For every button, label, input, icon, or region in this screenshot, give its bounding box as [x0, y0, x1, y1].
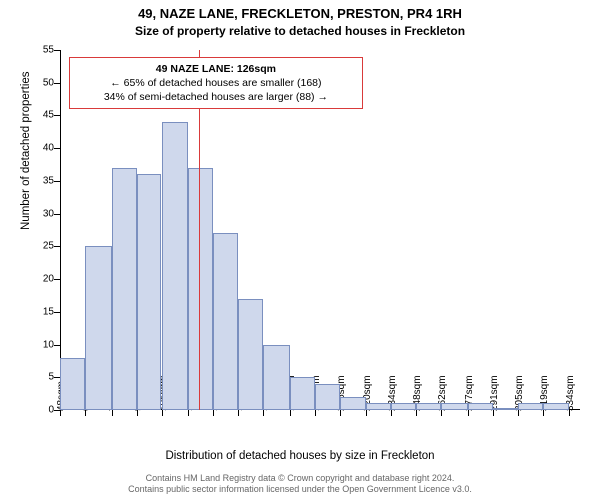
y-tick-label: 30 — [24, 208, 54, 219]
y-tick — [54, 181, 60, 182]
histogram-bar — [416, 403, 441, 410]
y-tick — [54, 345, 60, 346]
y-tick-label: 40 — [24, 143, 54, 154]
y-tick — [54, 246, 60, 247]
y-tick — [54, 148, 60, 149]
plot: 051015202530354045505548sqm62sqm77sqm91s… — [60, 50, 580, 410]
histogram-bar — [391, 403, 416, 410]
y-tick-label: 15 — [24, 306, 54, 317]
y-tick — [54, 50, 60, 51]
histogram-bar — [366, 403, 391, 410]
y-tick — [54, 115, 60, 116]
plot-area: 051015202530354045505548sqm62sqm77sqm91s… — [60, 50, 580, 410]
histogram-bar — [162, 122, 189, 410]
y-tick-label: 35 — [24, 175, 54, 186]
histogram-bar — [213, 233, 238, 410]
y-tick-label: 5 — [24, 372, 54, 383]
histogram-bar — [290, 377, 315, 410]
histogram-bar — [441, 403, 468, 410]
histogram-bar — [137, 174, 162, 410]
y-tick — [54, 279, 60, 280]
y-tick-label: 50 — [24, 77, 54, 88]
histogram-bar — [315, 384, 340, 410]
histogram-bar — [112, 168, 137, 410]
histogram-bar — [468, 403, 493, 410]
chart-container: 49, NAZE LANE, FRECKLETON, PRESTON, PR4 … — [0, 0, 600, 500]
histogram-bar — [263, 345, 290, 410]
x-axis-label: Distribution of detached houses by size … — [0, 450, 600, 462]
histogram-bar — [60, 358, 85, 410]
info-box: 49 NAZE LANE: 126sqm← 65% of detached ho… — [69, 57, 363, 110]
y-axis-line — [60, 50, 61, 410]
y-tick — [54, 312, 60, 313]
y-tick-label: 0 — [24, 405, 54, 416]
title-line-1: 49, NAZE LANE, FRECKLETON, PRESTON, PR4 … — [0, 6, 600, 21]
y-tick-label: 10 — [24, 339, 54, 350]
histogram-bar — [493, 408, 518, 410]
histogram-bar — [238, 299, 263, 410]
y-tick-label: 20 — [24, 274, 54, 285]
info-box-line: 34% of semi-detached houses are larger (… — [76, 90, 356, 104]
histogram-bar — [85, 246, 112, 410]
info-box-line: 49 NAZE LANE: 126sqm — [76, 62, 356, 76]
y-tick — [54, 214, 60, 215]
histogram-bar — [518, 403, 543, 410]
y-tick — [54, 83, 60, 84]
histogram-bar — [340, 397, 367, 410]
footer-line-1: Contains HM Land Registry data © Crown c… — [0, 473, 600, 485]
info-box-line: ← 65% of detached houses are smaller (16… — [76, 76, 356, 90]
histogram-bar — [188, 168, 213, 410]
y-tick-label: 45 — [24, 110, 54, 121]
footer: Contains HM Land Registry data © Crown c… — [0, 473, 600, 496]
y-tick-label: 55 — [24, 45, 54, 56]
y-tick-label: 25 — [24, 241, 54, 252]
title-line-2: Size of property relative to detached ho… — [0, 24, 600, 38]
histogram-bar — [543, 403, 570, 410]
footer-line-2: Contains public sector information licen… — [0, 484, 600, 496]
